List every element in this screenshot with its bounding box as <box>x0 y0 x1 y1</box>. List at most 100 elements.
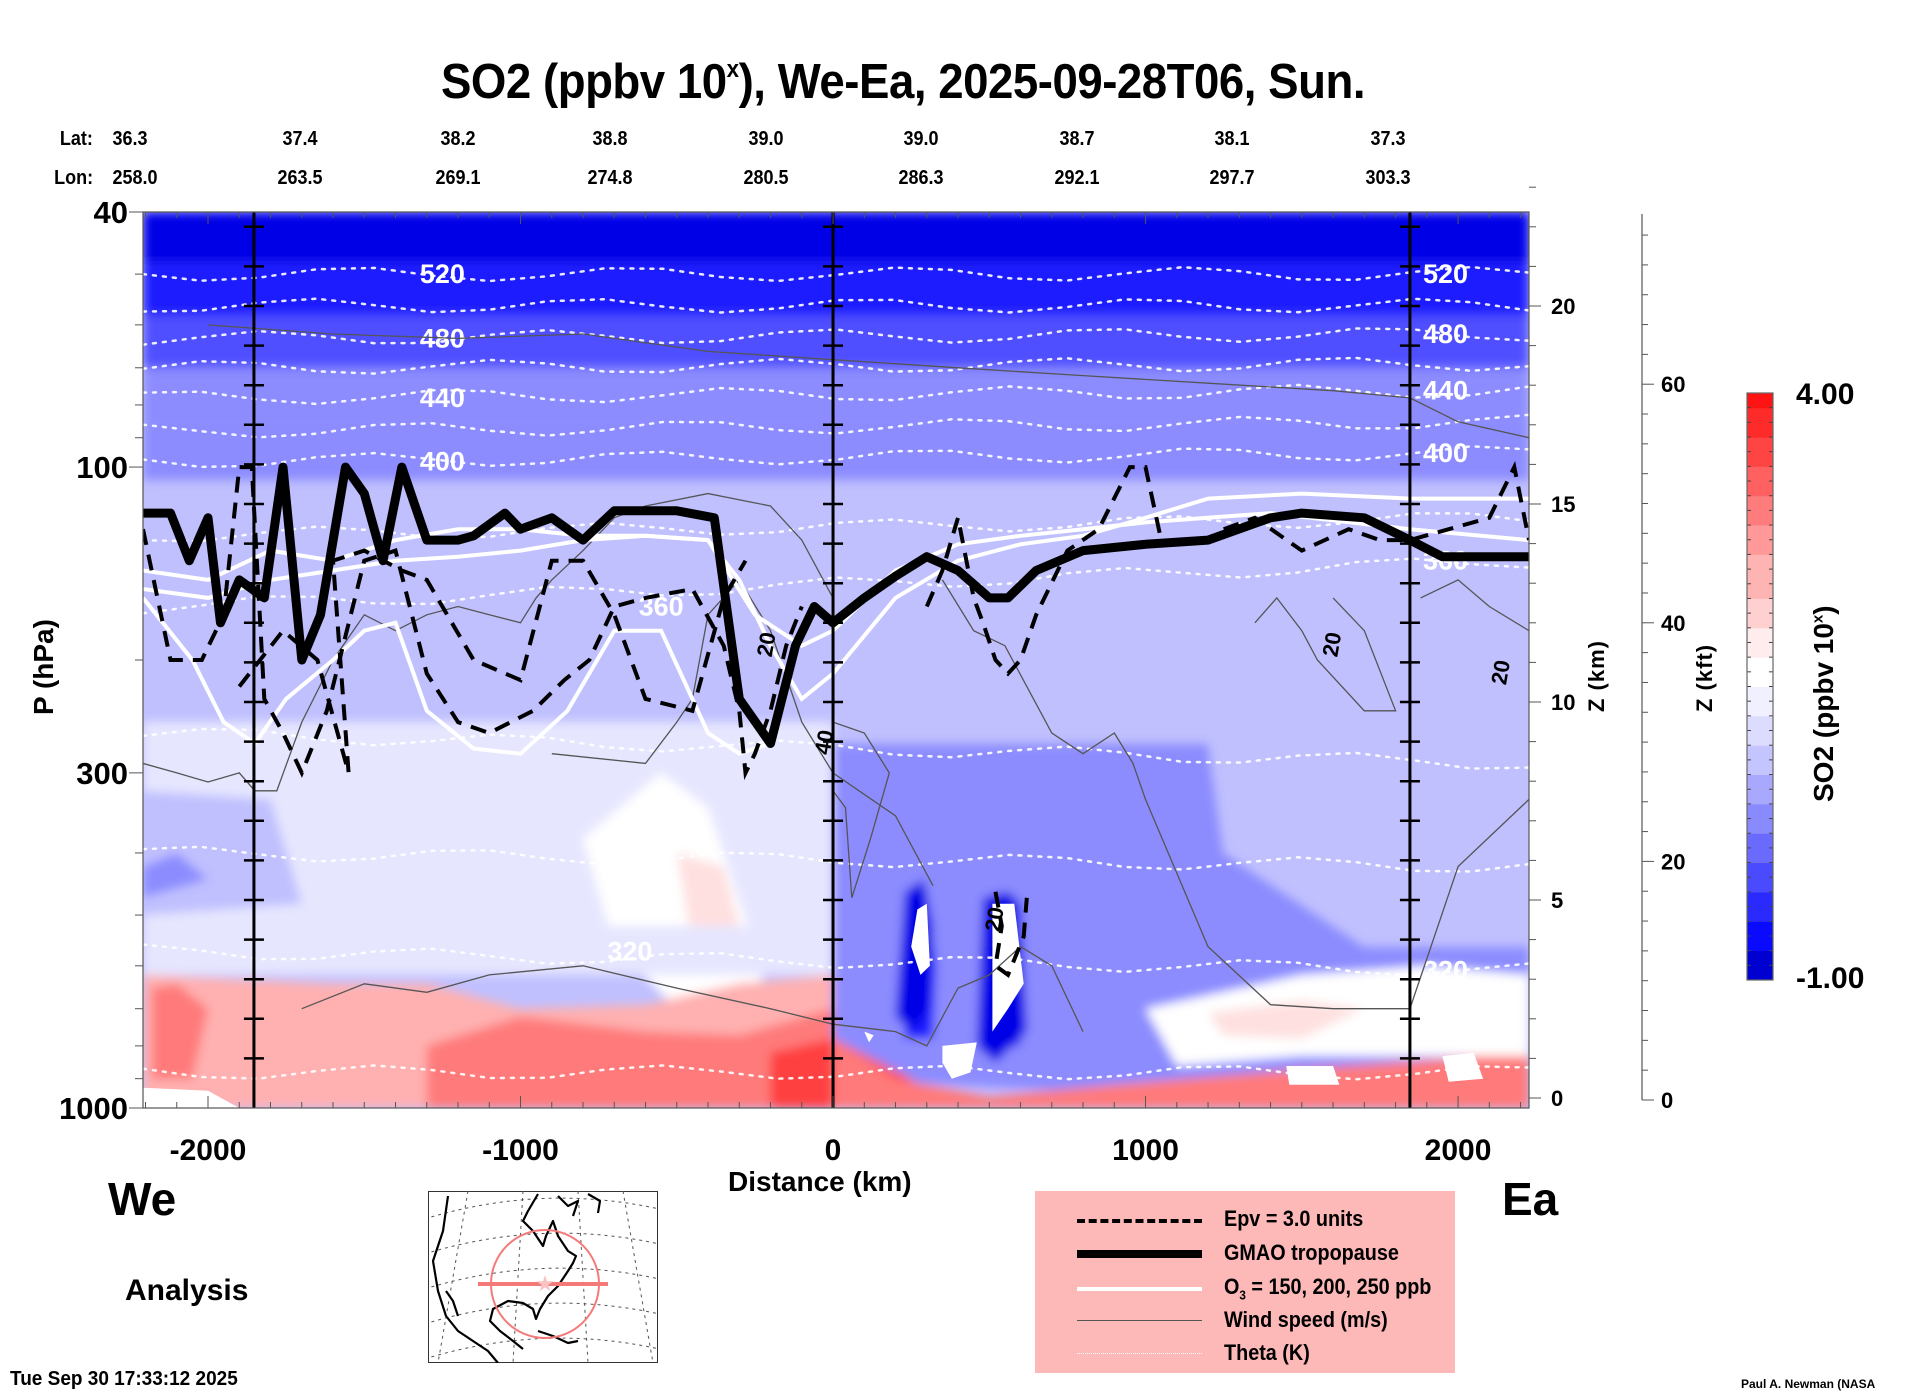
field-region <box>143 517 833 723</box>
coastlines <box>431 1193 602 1363</box>
theta-label: 520 <box>1423 259 1468 289</box>
o3-250-ppb-line <box>143 596 772 756</box>
colorbar-segment <box>1747 759 1773 776</box>
colorbar-segment <box>1747 789 1773 805</box>
legend-item-epv: Epv = 3.0 units <box>1035 1205 1455 1235</box>
epv-3-0-units-line <box>143 465 804 781</box>
y-tick-label: 100 <box>76 450 128 485</box>
west-label: We <box>108 1173 177 1225</box>
z-km-tick-label: 20 <box>1551 294 1575 319</box>
epv-3-0-units-line <box>237 548 748 774</box>
colorbar-segment <box>1747 877 1773 893</box>
y-tick-label: 300 <box>76 756 128 791</box>
lat-value: 38.8 <box>592 128 628 150</box>
field-region <box>833 517 1529 744</box>
colorbar-segment <box>1747 393 1773 409</box>
colorbar-segment <box>1747 803 1773 820</box>
colorbar-segment <box>1747 921 1773 937</box>
colorbar-segment <box>1747 671 1773 687</box>
lat-value: 39.0 <box>903 128 939 150</box>
colorbar-segment <box>1747 495 1773 511</box>
colorbar-segment <box>1747 906 1773 922</box>
colorbar-segment <box>1747 613 1773 629</box>
x-tick-label: 1000 <box>1112 1134 1179 1167</box>
wind-speed-line <box>1420 579 1529 632</box>
z-km-tick-label: 15 <box>1551 492 1575 517</box>
colorbar-segment <box>1747 510 1773 526</box>
theta-contour <box>143 1064 1529 1081</box>
colorbar-segment <box>1747 569 1773 585</box>
colorbar-segment <box>1747 774 1773 790</box>
colorbar-segment <box>1747 701 1773 717</box>
theta-contour <box>143 943 1529 977</box>
theta-label: 320 <box>607 937 652 967</box>
colorbar-title: SO2 (ppbv 10x) <box>1808 605 1839 802</box>
colorbar-segment <box>1747 965 1773 981</box>
colorbar-segment <box>1747 745 1773 761</box>
wind-speed-label: 20 <box>1486 658 1515 686</box>
colorbar-segment <box>1747 437 1773 453</box>
field-region <box>143 262 1529 316</box>
legend-item-ozone: O3 = 150, 200, 250 ppb <box>1035 1273 1455 1303</box>
wind-speed-line <box>143 492 834 792</box>
colorbar-segment <box>1747 847 1773 864</box>
colorbar-segment <box>1747 598 1773 614</box>
lon-value: 269.1 <box>435 167 481 189</box>
wind-speed-label: 20 <box>980 905 1009 933</box>
lon-label: Lon: <box>54 167 94 189</box>
lat-value: 38.7 <box>1059 128 1095 150</box>
colorbar-segment <box>1747 862 1773 878</box>
z-kft-tick-label: 20 <box>1661 849 1685 874</box>
colorbar-segment <box>1747 833 1773 849</box>
colorbar-segment <box>1747 422 1773 438</box>
colorbar-segment <box>1747 627 1773 643</box>
legend-item-wind: Wind speed (m/s) <box>1035 1306 1455 1336</box>
lon-value: 274.8 <box>587 167 633 189</box>
theta-label: 440 <box>420 383 465 413</box>
theta-contour <box>143 356 1529 375</box>
colorbar-segment <box>1747 466 1773 482</box>
dashed-line-icon <box>1077 1219 1202 1223</box>
colorbar-segment <box>1747 642 1773 658</box>
chart-title: SO2 (ppbv 10x), We-Ea, 2025-09-28T06, Su… <box>441 55 1366 109</box>
z-km-tick-label: 5 <box>1551 888 1563 913</box>
lat-value: 37.4 <box>282 128 318 150</box>
y-axis-title: P (hPa) <box>28 619 59 715</box>
theta-label: 480 <box>1423 319 1468 349</box>
colorbar-frame <box>1746 392 1774 981</box>
lon-value: 280.5 <box>743 167 789 189</box>
colorbar-min-label: -1.00 <box>1796 962 1865 995</box>
theta-label: 320 <box>1423 955 1468 985</box>
wind-speed-line <box>1254 596 1397 712</box>
theta-contour <box>143 327 1529 346</box>
lon-value: 258.0 <box>112 167 158 189</box>
lat-value: 38.2 <box>440 128 476 150</box>
o3-200-ppb-line <box>143 491 1529 702</box>
section-markers <box>243 212 1420 1108</box>
colorbar-segment <box>1747 525 1773 541</box>
theta-contour <box>143 297 1529 314</box>
theta-contour <box>143 845 1529 873</box>
missing-data-region <box>864 1031 874 1043</box>
colorbar <box>1746 392 1774 981</box>
legend: Epv = 3.0 units GMAO tropopause O3 = 150… <box>1035 1191 1455 1373</box>
epv-3-0-units-line <box>1223 460 1529 553</box>
x-tick-label: 0 <box>825 1134 842 1167</box>
lat-value: 39.0 <box>748 128 784 150</box>
colorbar-segment <box>1747 583 1773 599</box>
x-tick-label: -2000 <box>170 1134 247 1167</box>
field-region <box>143 926 833 975</box>
legend-item-tropopause: GMAO tropopause <box>1035 1239 1455 1269</box>
lon-value: 303.3 <box>1365 167 1411 189</box>
axes: -2000 -1000 0 1000 2000 40 100 300 1000 0 5 10 15 20 0… <box>59 186 1685 1167</box>
thick-line-icon <box>1077 1250 1202 1258</box>
theta-label: 400 <box>1423 438 1468 468</box>
theta-contour <box>143 727 1529 770</box>
colorbar-segment <box>1747 451 1773 467</box>
colorbar-segment <box>1747 891 1773 908</box>
theta-label: 440 <box>1423 376 1468 406</box>
colorbar-max-label: 4.00 <box>1796 378 1855 411</box>
colorbar-segment <box>1747 657 1773 673</box>
z-kft-tick-label: 0 <box>1661 1088 1673 1113</box>
field-region <box>151 983 208 1079</box>
